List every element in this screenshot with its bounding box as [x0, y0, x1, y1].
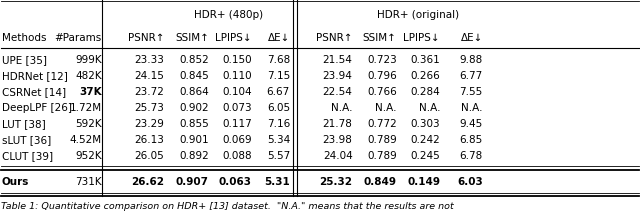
Text: 0.845: 0.845 [179, 71, 209, 81]
Text: N.A.: N.A. [375, 103, 397, 113]
Text: 5.57: 5.57 [267, 151, 290, 161]
Text: CSRNet [14]: CSRNet [14] [2, 87, 66, 97]
Text: 21.54: 21.54 [323, 55, 353, 65]
Text: 23.98: 23.98 [323, 135, 353, 145]
Text: 0.150: 0.150 [222, 55, 252, 65]
Text: 0.789: 0.789 [367, 135, 397, 145]
Text: 0.772: 0.772 [367, 119, 397, 129]
Text: 0.245: 0.245 [410, 151, 440, 161]
Text: 0.892: 0.892 [179, 151, 209, 161]
Text: 7.55: 7.55 [460, 87, 483, 97]
Text: 0.902: 0.902 [179, 103, 209, 113]
Text: SSIM↑: SSIM↑ [175, 33, 209, 43]
Text: 0.766: 0.766 [367, 87, 397, 97]
Text: 0.069: 0.069 [222, 135, 252, 145]
Text: 26.05: 26.05 [134, 151, 164, 161]
Text: 0.088: 0.088 [222, 151, 252, 161]
Text: N.A.: N.A. [461, 103, 483, 113]
Text: 7.16: 7.16 [267, 119, 290, 129]
Text: UPE [35]: UPE [35] [2, 55, 47, 65]
Text: 1.72M: 1.72M [70, 103, 102, 113]
Text: ΔE↓: ΔE↓ [460, 33, 483, 43]
Text: Methods: Methods [2, 33, 47, 43]
Text: 25.73: 25.73 [134, 103, 164, 113]
Text: 482K: 482K [75, 71, 102, 81]
Text: 0.303: 0.303 [410, 119, 440, 129]
Text: LPIPS↓: LPIPS↓ [403, 33, 440, 43]
Text: 0.789: 0.789 [367, 151, 397, 161]
Text: Ours: Ours [2, 177, 29, 187]
Text: LUT [38]: LUT [38] [2, 119, 45, 129]
Text: 6.05: 6.05 [267, 103, 290, 113]
Text: 26.13: 26.13 [134, 135, 164, 145]
Text: 0.907: 0.907 [176, 177, 209, 187]
Text: 6.78: 6.78 [460, 151, 483, 161]
Text: LPIPS↓: LPIPS↓ [215, 33, 252, 43]
Text: 24.04: 24.04 [323, 151, 353, 161]
Text: #Params: #Params [54, 33, 102, 43]
Text: 26.62: 26.62 [131, 177, 164, 187]
Text: 21.78: 21.78 [323, 119, 353, 129]
Text: 0.104: 0.104 [222, 87, 252, 97]
Text: sLUT [36]: sLUT [36] [2, 135, 51, 145]
Text: 0.796: 0.796 [367, 71, 397, 81]
Text: HDR+ (original): HDR+ (original) [378, 10, 460, 20]
Text: 0.242: 0.242 [410, 135, 440, 145]
Text: N.A.: N.A. [331, 103, 353, 113]
Text: 24.15: 24.15 [134, 71, 164, 81]
Text: 0.901: 0.901 [179, 135, 209, 145]
Text: 0.266: 0.266 [410, 71, 440, 81]
Text: PSNR↑: PSNR↑ [316, 33, 353, 43]
Text: PSNR↑: PSNR↑ [127, 33, 164, 43]
Text: 999K: 999K [75, 55, 102, 65]
Text: 23.72: 23.72 [134, 87, 164, 97]
Text: 0.063: 0.063 [219, 177, 252, 187]
Text: 0.361: 0.361 [410, 55, 440, 65]
Text: 6.67: 6.67 [267, 87, 290, 97]
Text: 0.849: 0.849 [364, 177, 397, 187]
Text: ΔE↓: ΔE↓ [268, 33, 290, 43]
Text: 23.29: 23.29 [134, 119, 164, 129]
Text: 952K: 952K [75, 151, 102, 161]
Text: Table 1: Quantitative comparison on HDR+ [13] dataset.  "N.A." means that the re: Table 1: Quantitative comparison on HDR+… [1, 202, 454, 211]
Text: 0.284: 0.284 [410, 87, 440, 97]
Text: 4.52M: 4.52M [70, 135, 102, 145]
Text: 0.855: 0.855 [179, 119, 209, 129]
Text: 0.852: 0.852 [179, 55, 209, 65]
Text: 6.77: 6.77 [460, 71, 483, 81]
Text: 7.68: 7.68 [267, 55, 290, 65]
Text: 6.85: 6.85 [460, 135, 483, 145]
Text: DeepLPF [26]: DeepLPF [26] [2, 103, 72, 113]
Text: 6.03: 6.03 [457, 177, 483, 187]
Text: 0.073: 0.073 [222, 103, 252, 113]
Text: 5.34: 5.34 [267, 135, 290, 145]
Text: 22.54: 22.54 [323, 87, 353, 97]
Text: CLUT [39]: CLUT [39] [2, 151, 53, 161]
Text: 5.31: 5.31 [264, 177, 290, 187]
Text: SSIM↑: SSIM↑ [363, 33, 397, 43]
Text: 731K: 731K [75, 177, 102, 187]
Text: 0.149: 0.149 [407, 177, 440, 187]
Text: 0.864: 0.864 [179, 87, 209, 97]
Text: 9.88: 9.88 [460, 55, 483, 65]
Text: N.A.: N.A. [419, 103, 440, 113]
Text: 0.723: 0.723 [367, 55, 397, 65]
Text: 0.110: 0.110 [222, 71, 252, 81]
Text: 9.45: 9.45 [460, 119, 483, 129]
Text: 592K: 592K [75, 119, 102, 129]
Text: HDRNet [12]: HDRNet [12] [2, 71, 68, 81]
Text: 7.15: 7.15 [267, 71, 290, 81]
Text: 25.32: 25.32 [319, 177, 353, 187]
Text: 37K: 37K [79, 87, 102, 97]
Text: 23.33: 23.33 [134, 55, 164, 65]
Text: 23.94: 23.94 [323, 71, 353, 81]
Text: 0.117: 0.117 [222, 119, 252, 129]
Text: HDR+ (480p): HDR+ (480p) [195, 10, 264, 20]
